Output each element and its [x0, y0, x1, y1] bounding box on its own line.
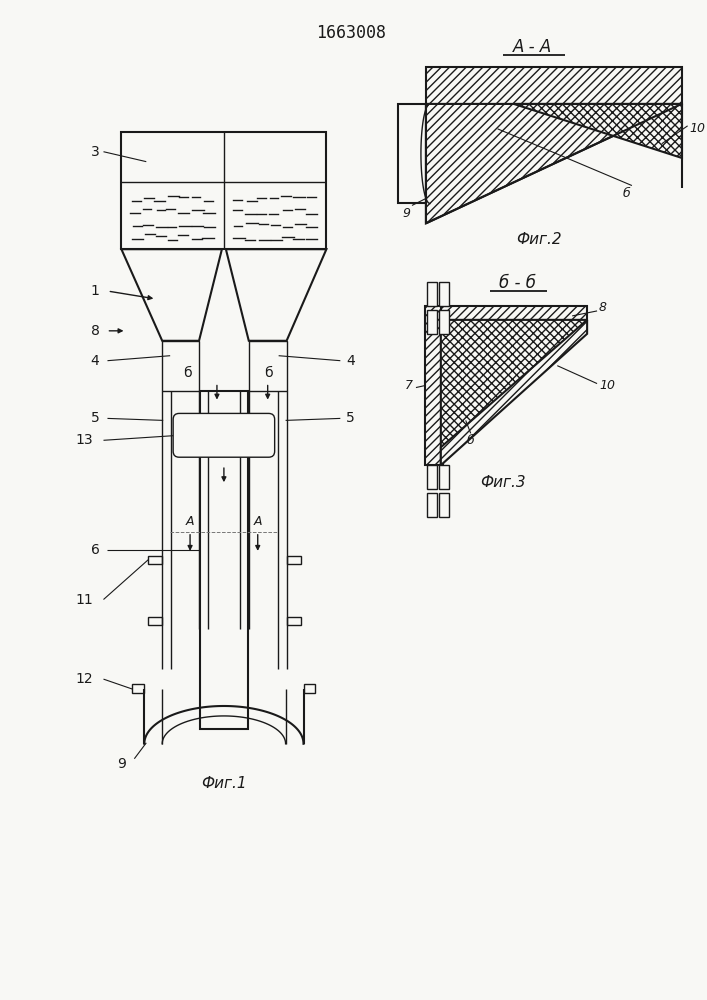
- Polygon shape: [441, 320, 587, 465]
- Polygon shape: [226, 249, 327, 341]
- Text: А: А: [186, 515, 194, 528]
- Bar: [286, 617, 300, 625]
- Text: 5: 5: [90, 411, 100, 425]
- Text: 11: 11: [76, 593, 93, 607]
- Text: Фиг.2: Фиг.2: [517, 232, 562, 247]
- Bar: [427, 465, 437, 489]
- Text: 8: 8: [599, 301, 607, 314]
- Text: 12: 12: [76, 672, 93, 686]
- Text: 10: 10: [599, 379, 615, 392]
- Bar: [439, 310, 449, 334]
- Bar: [439, 493, 449, 517]
- Bar: [441, 306, 587, 320]
- Text: 9: 9: [117, 757, 127, 771]
- Bar: [398, 104, 430, 203]
- Bar: [427, 310, 437, 334]
- Bar: [132, 684, 144, 693]
- Text: б: б: [623, 187, 631, 200]
- Text: 1663008: 1663008: [316, 24, 386, 42]
- Text: 10: 10: [689, 122, 706, 135]
- Text: А: А: [254, 515, 262, 528]
- Bar: [148, 617, 162, 625]
- Text: Фиг.1: Фиг.1: [201, 776, 247, 791]
- Bar: [426, 67, 682, 104]
- Text: 5: 5: [346, 411, 355, 425]
- Text: б: б: [183, 366, 192, 380]
- Polygon shape: [441, 320, 587, 465]
- Bar: [145, 739, 303, 782]
- Text: Фиг.3: Фиг.3: [480, 475, 525, 490]
- Bar: [286, 556, 300, 564]
- Polygon shape: [122, 249, 222, 341]
- Bar: [425, 306, 443, 465]
- Bar: [427, 282, 437, 306]
- Bar: [162, 341, 199, 391]
- Bar: [249, 341, 286, 391]
- FancyBboxPatch shape: [173, 413, 274, 457]
- Polygon shape: [426, 104, 682, 223]
- Text: 9: 9: [402, 207, 410, 220]
- Text: 8: 8: [90, 324, 100, 338]
- Text: б: б: [467, 434, 474, 447]
- Text: 6: 6: [90, 543, 100, 557]
- Bar: [439, 282, 449, 306]
- Text: б - б: б - б: [499, 274, 536, 292]
- Bar: [427, 493, 437, 517]
- Bar: [148, 556, 162, 564]
- Text: 3: 3: [90, 145, 100, 159]
- Text: А - А: А - А: [513, 38, 552, 56]
- Text: б: б: [264, 366, 273, 380]
- Text: 4: 4: [346, 354, 355, 368]
- Polygon shape: [515, 104, 682, 158]
- Text: 1: 1: [90, 284, 100, 298]
- Bar: [200, 391, 247, 729]
- Bar: [303, 684, 315, 693]
- Text: 13: 13: [76, 433, 93, 447]
- Text: 4: 4: [90, 354, 100, 368]
- Bar: [439, 465, 449, 489]
- Text: 7: 7: [405, 379, 413, 392]
- Bar: [122, 132, 327, 249]
